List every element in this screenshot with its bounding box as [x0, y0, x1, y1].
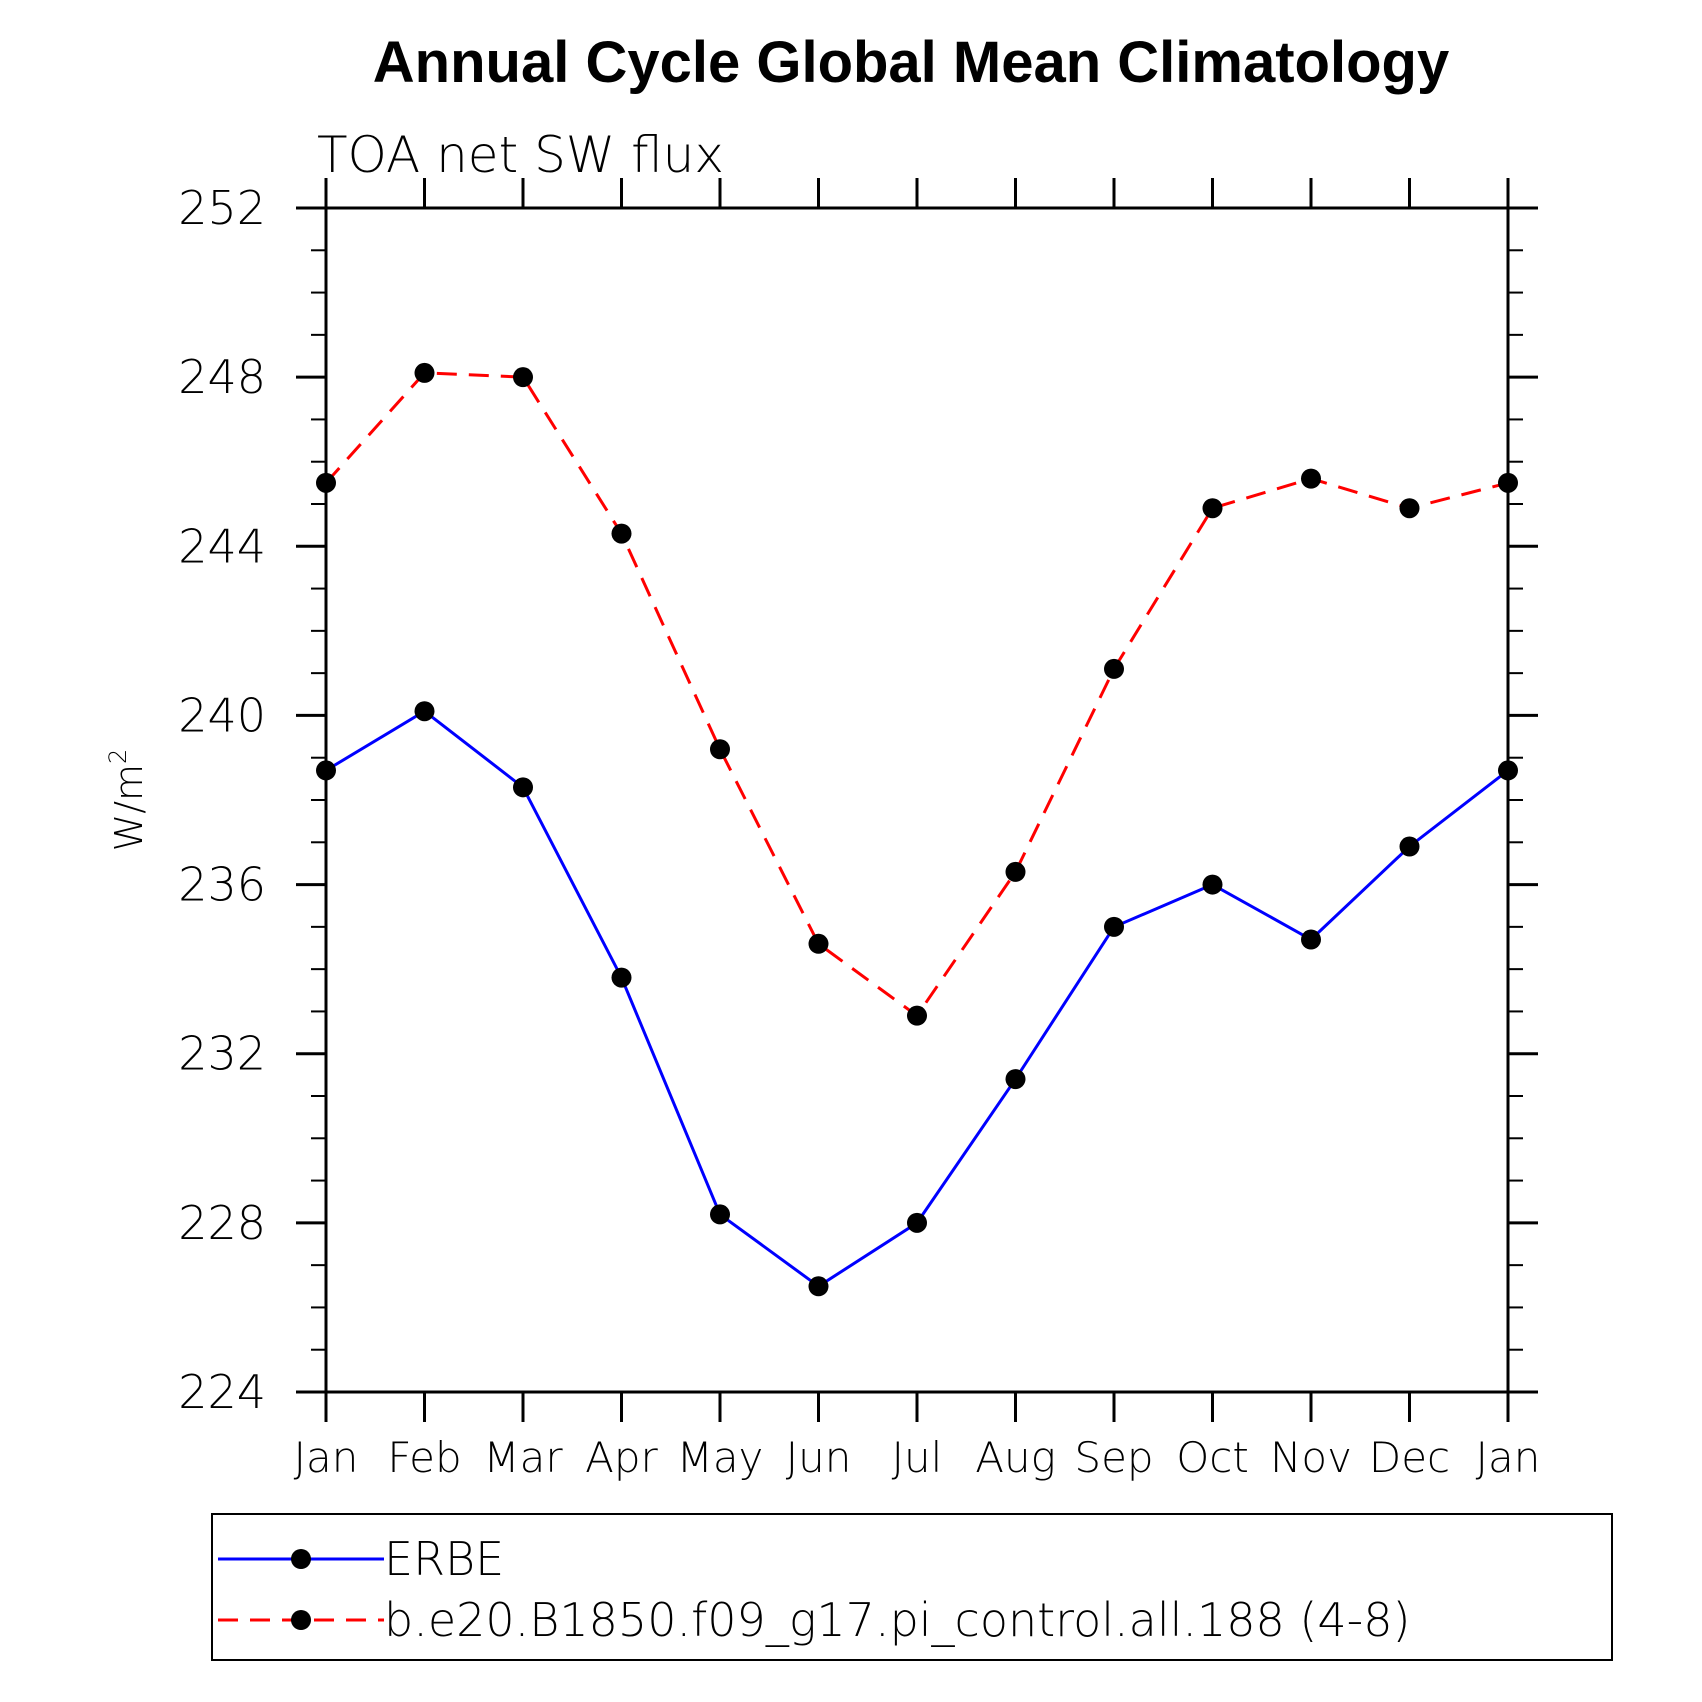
legend-swatch-model-marker: [291, 1610, 311, 1630]
svg-text:W/m2: W/m2: [104, 749, 151, 852]
y-tick-label: 228: [178, 1196, 266, 1250]
series-line-0: [325, 709, 1509, 1289]
x-tick-label: Jan: [1476, 1433, 1541, 1482]
chart-title: Annual Cycle Global Mean Climatology: [373, 30, 1449, 95]
y-tick-label: 244: [178, 519, 266, 573]
series-1-point: [907, 1005, 927, 1026]
legend-swatch-erbe-marker: [291, 1549, 311, 1569]
legend-box: [211, 1513, 1613, 1661]
y-axis-label: W/m: [107, 764, 151, 851]
series-1-point: [710, 739, 730, 760]
y-tick-label: 232: [178, 1027, 266, 1081]
y-tick-label: 224: [178, 1365, 266, 1419]
plot-axes: 224 228 232 236 240 244 248 252 Jan Feb Mar Apr May J…: [178, 178, 1540, 1482]
x-tick-label: Nov: [1270, 1433, 1352, 1482]
series-0-point: [1005, 1069, 1026, 1090]
legend: ERBE b.e20.B1850.f09_g17.pi_control.all.…: [211, 1513, 1613, 1661]
series-1-point: [1202, 498, 1223, 519]
x-tick-label: Jan: [294, 1433, 359, 1482]
y-tick-label: 236: [178, 858, 266, 912]
x-tick-label: Aug: [975, 1433, 1056, 1482]
series-0-point: [808, 1276, 829, 1297]
series-0-point: [513, 777, 533, 798]
series-1-point: [1104, 658, 1124, 679]
y-axis-title: W/m2: [104, 749, 151, 852]
series-1-point: [611, 523, 632, 544]
y-tick-label: 248: [178, 350, 266, 404]
series-1-point: [1301, 468, 1321, 489]
x-tick-label: May: [677, 1433, 764, 1482]
series-1-point: [316, 472, 336, 493]
y-tick-label: 252: [178, 181, 266, 235]
x-tick-label: Jul: [892, 1433, 943, 1482]
series-0-point: [316, 760, 336, 781]
series-1-point: [513, 367, 533, 388]
x-tick-label: Apr: [585, 1433, 658, 1482]
series-0-point: [1498, 760, 1518, 781]
series-1-point: [414, 362, 435, 383]
series-0-point: [1202, 874, 1223, 895]
legend-label-erbe: ERBE: [384, 1532, 504, 1586]
x-tick-label: Mar: [483, 1433, 563, 1482]
series-0-point: [907, 1212, 927, 1233]
chart-subtitle: TOA net SW flux: [317, 126, 724, 184]
series-0-point: [1104, 916, 1124, 937]
series-0-point: [1399, 836, 1420, 857]
y-tick-label: 240: [178, 688, 266, 742]
series-0-point: [414, 701, 435, 722]
series-1-point: [1498, 472, 1518, 493]
x-tick-label: Sep: [1074, 1433, 1153, 1482]
x-tick-label: Dec: [1369, 1433, 1450, 1482]
y-axis-label-superscript: 2: [104, 749, 132, 764]
series-1-point: [1399, 498, 1420, 519]
x-tick-label: Jun: [786, 1433, 852, 1482]
series-1-point: [1005, 861, 1026, 882]
x-tick-label: Oct: [1176, 1433, 1249, 1482]
series-0-point: [611, 967, 632, 988]
x-tick-label: Feb: [387, 1433, 461, 1482]
legend-label-model: b.e20.B1850.f09_g17.pi_control.all.188 (…: [384, 1593, 1410, 1647]
plot-series: [316, 362, 1518, 1297]
series-0-point: [1301, 929, 1321, 950]
series-0-point: [710, 1204, 730, 1225]
series-1-point: [808, 933, 829, 954]
